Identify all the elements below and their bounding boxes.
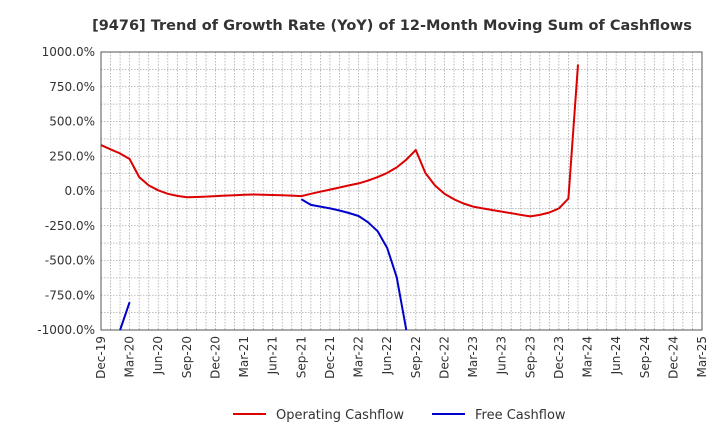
x-tick-label: Jun-22 (380, 336, 394, 375)
x-tick-label: Dec-20 (208, 336, 222, 379)
series-line-operating-cashflow (100, 64, 579, 218)
y-tick-label: 500.0% (49, 115, 95, 129)
y-tick-label: -750.0% (45, 288, 95, 302)
legend: Operating Cashflow Free Cashflow (233, 408, 566, 423)
x-tick-label: Jun-23 (495, 336, 509, 375)
x-tick-label: Mar-20 (123, 336, 137, 377)
x-tick-label: Mar-21 (237, 336, 251, 377)
y-tick-label: 750.0% (49, 80, 95, 94)
series-line-free-cashflow (119, 301, 131, 331)
x-tick-label: Sep-20 (180, 336, 194, 378)
x-tick-label: Sep-24 (638, 336, 652, 378)
grid (101, 52, 702, 330)
x-tick-label: Dec-23 (552, 336, 566, 379)
x-tick-label: Sep-22 (409, 336, 423, 378)
x-tick-label: Sep-21 (294, 336, 308, 378)
y-tick-label: 0.0% (65, 184, 96, 198)
x-tick-label: Jun-24 (609, 336, 623, 375)
x-tick-label: Mar-22 (352, 336, 366, 377)
x-tick-label: Jun-20 (151, 336, 165, 375)
series-line-free-cashflow (300, 198, 408, 331)
y-tick-label: -500.0% (45, 254, 95, 268)
y-tick-label: 250.0% (49, 149, 95, 163)
x-tick-label: Mar-23 (466, 336, 480, 377)
legend-label: Free Cashflow (475, 408, 566, 423)
y-tick-label: 1000.0% (42, 45, 95, 59)
x-tick-label: Dec-24 (666, 336, 680, 379)
legend-label: Operating Cashflow (276, 408, 404, 423)
plot-frame (100, 51, 703, 331)
x-tick-label: Jun-21 (266, 336, 280, 375)
series-layer (100, 64, 579, 331)
x-tick-label: Dec-22 (437, 336, 451, 379)
x-tick-label: Dec-19 (94, 336, 108, 379)
y-tick-label: -1000.0% (37, 323, 95, 337)
chart-title: [9476] Trend of Growth Rate (YoY) of 12-… (92, 18, 692, 34)
y-tick-label: -250.0% (45, 219, 95, 233)
x-tick-label: Mar-25 (695, 336, 709, 377)
axes: 1000.0% 750.0% 500.0% 250.0% 0.0% -250.0% -500… (37, 45, 709, 379)
x-tick-label: Sep-23 (523, 336, 537, 378)
x-tick-label: Mar-24 (581, 336, 595, 377)
x-tick-label: Dec-21 (323, 336, 337, 379)
